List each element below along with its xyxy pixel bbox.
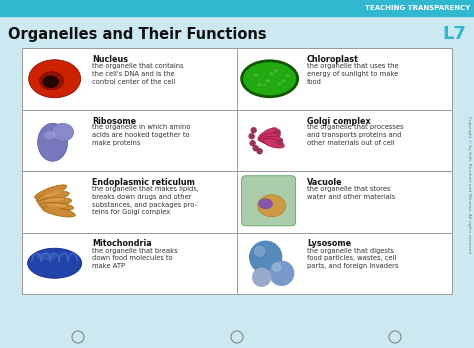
Ellipse shape	[37, 198, 72, 206]
Ellipse shape	[36, 252, 56, 260]
Text: the organelle that digests
food particles, wastes, cell
parts, and foreign invad: the organelle that digests food particle…	[307, 247, 399, 269]
Text: Golgi complex: Golgi complex	[307, 117, 371, 126]
Ellipse shape	[43, 76, 59, 88]
Text: Nucleus: Nucleus	[92, 55, 128, 64]
Ellipse shape	[52, 123, 73, 141]
Ellipse shape	[258, 195, 286, 217]
Bar	[22, 48, 452, 294]
Text: L7: L7	[442, 25, 466, 43]
Text: Copyright © by Holt, Rinehart and Winston. All rights reserved.: Copyright © by Holt, Rinehart and Winsto…	[467, 116, 471, 254]
Ellipse shape	[40, 72, 64, 90]
Ellipse shape	[261, 136, 283, 144]
Text: Chloroplast: Chloroplast	[307, 55, 359, 64]
Text: Lysosome: Lysosome	[307, 239, 351, 248]
Ellipse shape	[259, 199, 273, 209]
Ellipse shape	[40, 203, 73, 211]
Circle shape	[253, 146, 258, 151]
Text: Endoplasmic reticulum: Endoplasmic reticulum	[92, 178, 195, 187]
Circle shape	[250, 241, 282, 273]
Circle shape	[249, 134, 254, 139]
Text: the organelle in which amino
acids are hooked together to
make proteins: the organelle in which amino acids are h…	[92, 125, 191, 146]
Ellipse shape	[258, 128, 277, 141]
Ellipse shape	[27, 248, 82, 278]
Ellipse shape	[42, 206, 75, 217]
Text: Vacuole: Vacuole	[307, 178, 343, 187]
Ellipse shape	[28, 60, 81, 98]
Text: Organelles and Their Functions: Organelles and Their Functions	[8, 26, 266, 41]
Ellipse shape	[263, 139, 284, 148]
Text: the organelle that breaks
down food molecules to
make ATP: the organelle that breaks down food mole…	[92, 247, 178, 269]
Text: the organelle that uses the
energy of sunlight to make
food: the organelle that uses the energy of su…	[307, 63, 399, 85]
Circle shape	[255, 246, 264, 256]
Ellipse shape	[259, 133, 280, 142]
Ellipse shape	[252, 72, 259, 77]
Ellipse shape	[45, 197, 64, 202]
Ellipse shape	[256, 82, 263, 87]
Text: TEACHING TRANSPARENCY: TEACHING TRANSPARENCY	[365, 5, 470, 11]
Circle shape	[250, 141, 255, 146]
Ellipse shape	[37, 123, 68, 161]
Ellipse shape	[35, 185, 67, 199]
Circle shape	[275, 130, 280, 135]
Circle shape	[251, 128, 256, 133]
Ellipse shape	[36, 191, 69, 202]
Circle shape	[277, 140, 282, 145]
FancyBboxPatch shape	[242, 176, 296, 226]
Text: the organelle that stores
water and other materials: the organelle that stores water and othe…	[307, 186, 395, 200]
Bar	[0, 0, 474, 16]
Circle shape	[257, 149, 262, 154]
Text: the organelle that processes
and transports proteins and
other materials out of : the organelle that processes and transpo…	[307, 125, 403, 146]
Ellipse shape	[284, 73, 291, 78]
Circle shape	[253, 268, 271, 286]
Ellipse shape	[260, 82, 267, 87]
Ellipse shape	[264, 78, 271, 83]
Ellipse shape	[280, 78, 287, 83]
Ellipse shape	[46, 204, 67, 208]
Text: the organelle that makes lipids,
breaks down drugs and other
substances, and pac: the organelle that makes lipids, breaks …	[92, 186, 199, 215]
Ellipse shape	[44, 131, 55, 139]
Text: the organelle that contains
the cell's DNA and is the
control center of the cell: the organelle that contains the cell's D…	[92, 63, 183, 85]
Text: Ribosome: Ribosome	[92, 117, 136, 126]
Ellipse shape	[268, 71, 275, 76]
Text: Mitochondria: Mitochondria	[92, 239, 152, 248]
Circle shape	[270, 261, 293, 285]
Ellipse shape	[43, 190, 62, 197]
Ellipse shape	[276, 81, 283, 86]
Ellipse shape	[272, 68, 279, 73]
Circle shape	[273, 263, 281, 271]
Ellipse shape	[242, 61, 298, 97]
